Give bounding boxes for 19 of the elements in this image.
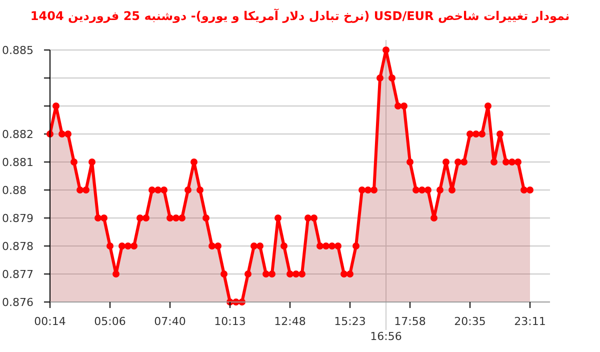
x-tick-label: 05:06 (94, 315, 126, 328)
y-tick-label: 0.88 (2, 184, 26, 197)
y-tick-label: 0.877 (2, 268, 34, 281)
y-tick-label: 0.878 (2, 240, 34, 253)
y-tick-label: 0.882 (2, 128, 34, 141)
y-tick-label: 0.881 (2, 156, 34, 169)
x-tick-label: 23:11 (514, 315, 546, 328)
x-tick-label: 10:13 (214, 315, 246, 328)
y-tick-label: 0.885 (2, 44, 34, 57)
x-tick-label: 07:40 (154, 315, 186, 328)
x-tick-label: 12:48 (274, 315, 306, 328)
x-tick-label: 15:23 (334, 315, 366, 328)
text: 16:56 (370, 330, 402, 343)
y-tick-label: 0.876 (2, 296, 34, 309)
y-tick-label: 0.879 (2, 212, 34, 225)
chart-title: نمودار تغییرات شاخص USD/EUR (نرخ تبادل دلار آمریکا و یورو)- دوشنبه 25 فروردین 1404 (30, 8, 570, 23)
x-tick-label: 17:58 (394, 315, 426, 328)
x-tick-label: 00:14 (34, 315, 66, 328)
x-tick-label: 20:35 (454, 315, 486, 328)
